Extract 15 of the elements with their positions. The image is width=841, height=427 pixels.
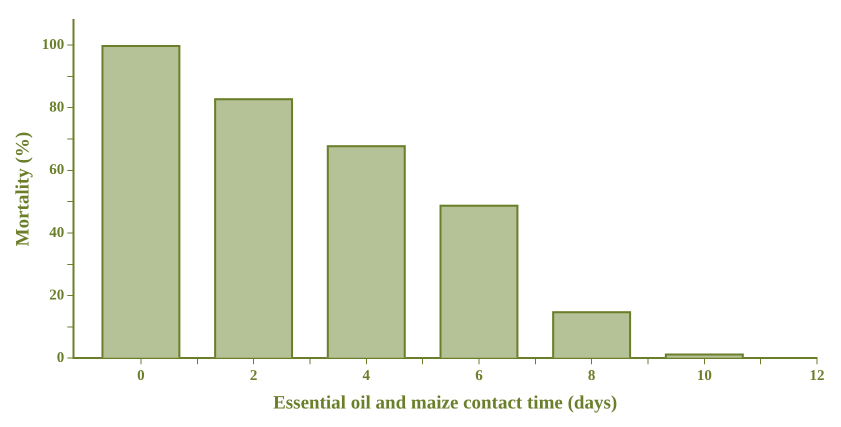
x-tick-label: 2 — [250, 368, 258, 384]
y-tick-label: 40 — [49, 224, 64, 241]
y-axis-title: Mortality (%) — [12, 132, 34, 246]
x-tick-label: 12 — [810, 368, 824, 384]
x-tick-label: 8 — [588, 368, 596, 384]
y-tick-label: 60 — [49, 162, 64, 178]
y-tick-label: 100 — [42, 36, 64, 53]
x-tick-label: 0 — [137, 368, 145, 384]
x-axis-title: Essential oil and maize contact time (days) — [273, 392, 618, 414]
x-tick-label: 4 — [362, 368, 371, 384]
y-tick-label: 20 — [49, 287, 64, 304]
y-tick-label: 80 — [49, 100, 64, 116]
x-tick-label: 6 — [475, 368, 484, 384]
y-tick-label: 0 — [56, 350, 64, 366]
x-tick-label: 10 — [696, 368, 712, 384]
